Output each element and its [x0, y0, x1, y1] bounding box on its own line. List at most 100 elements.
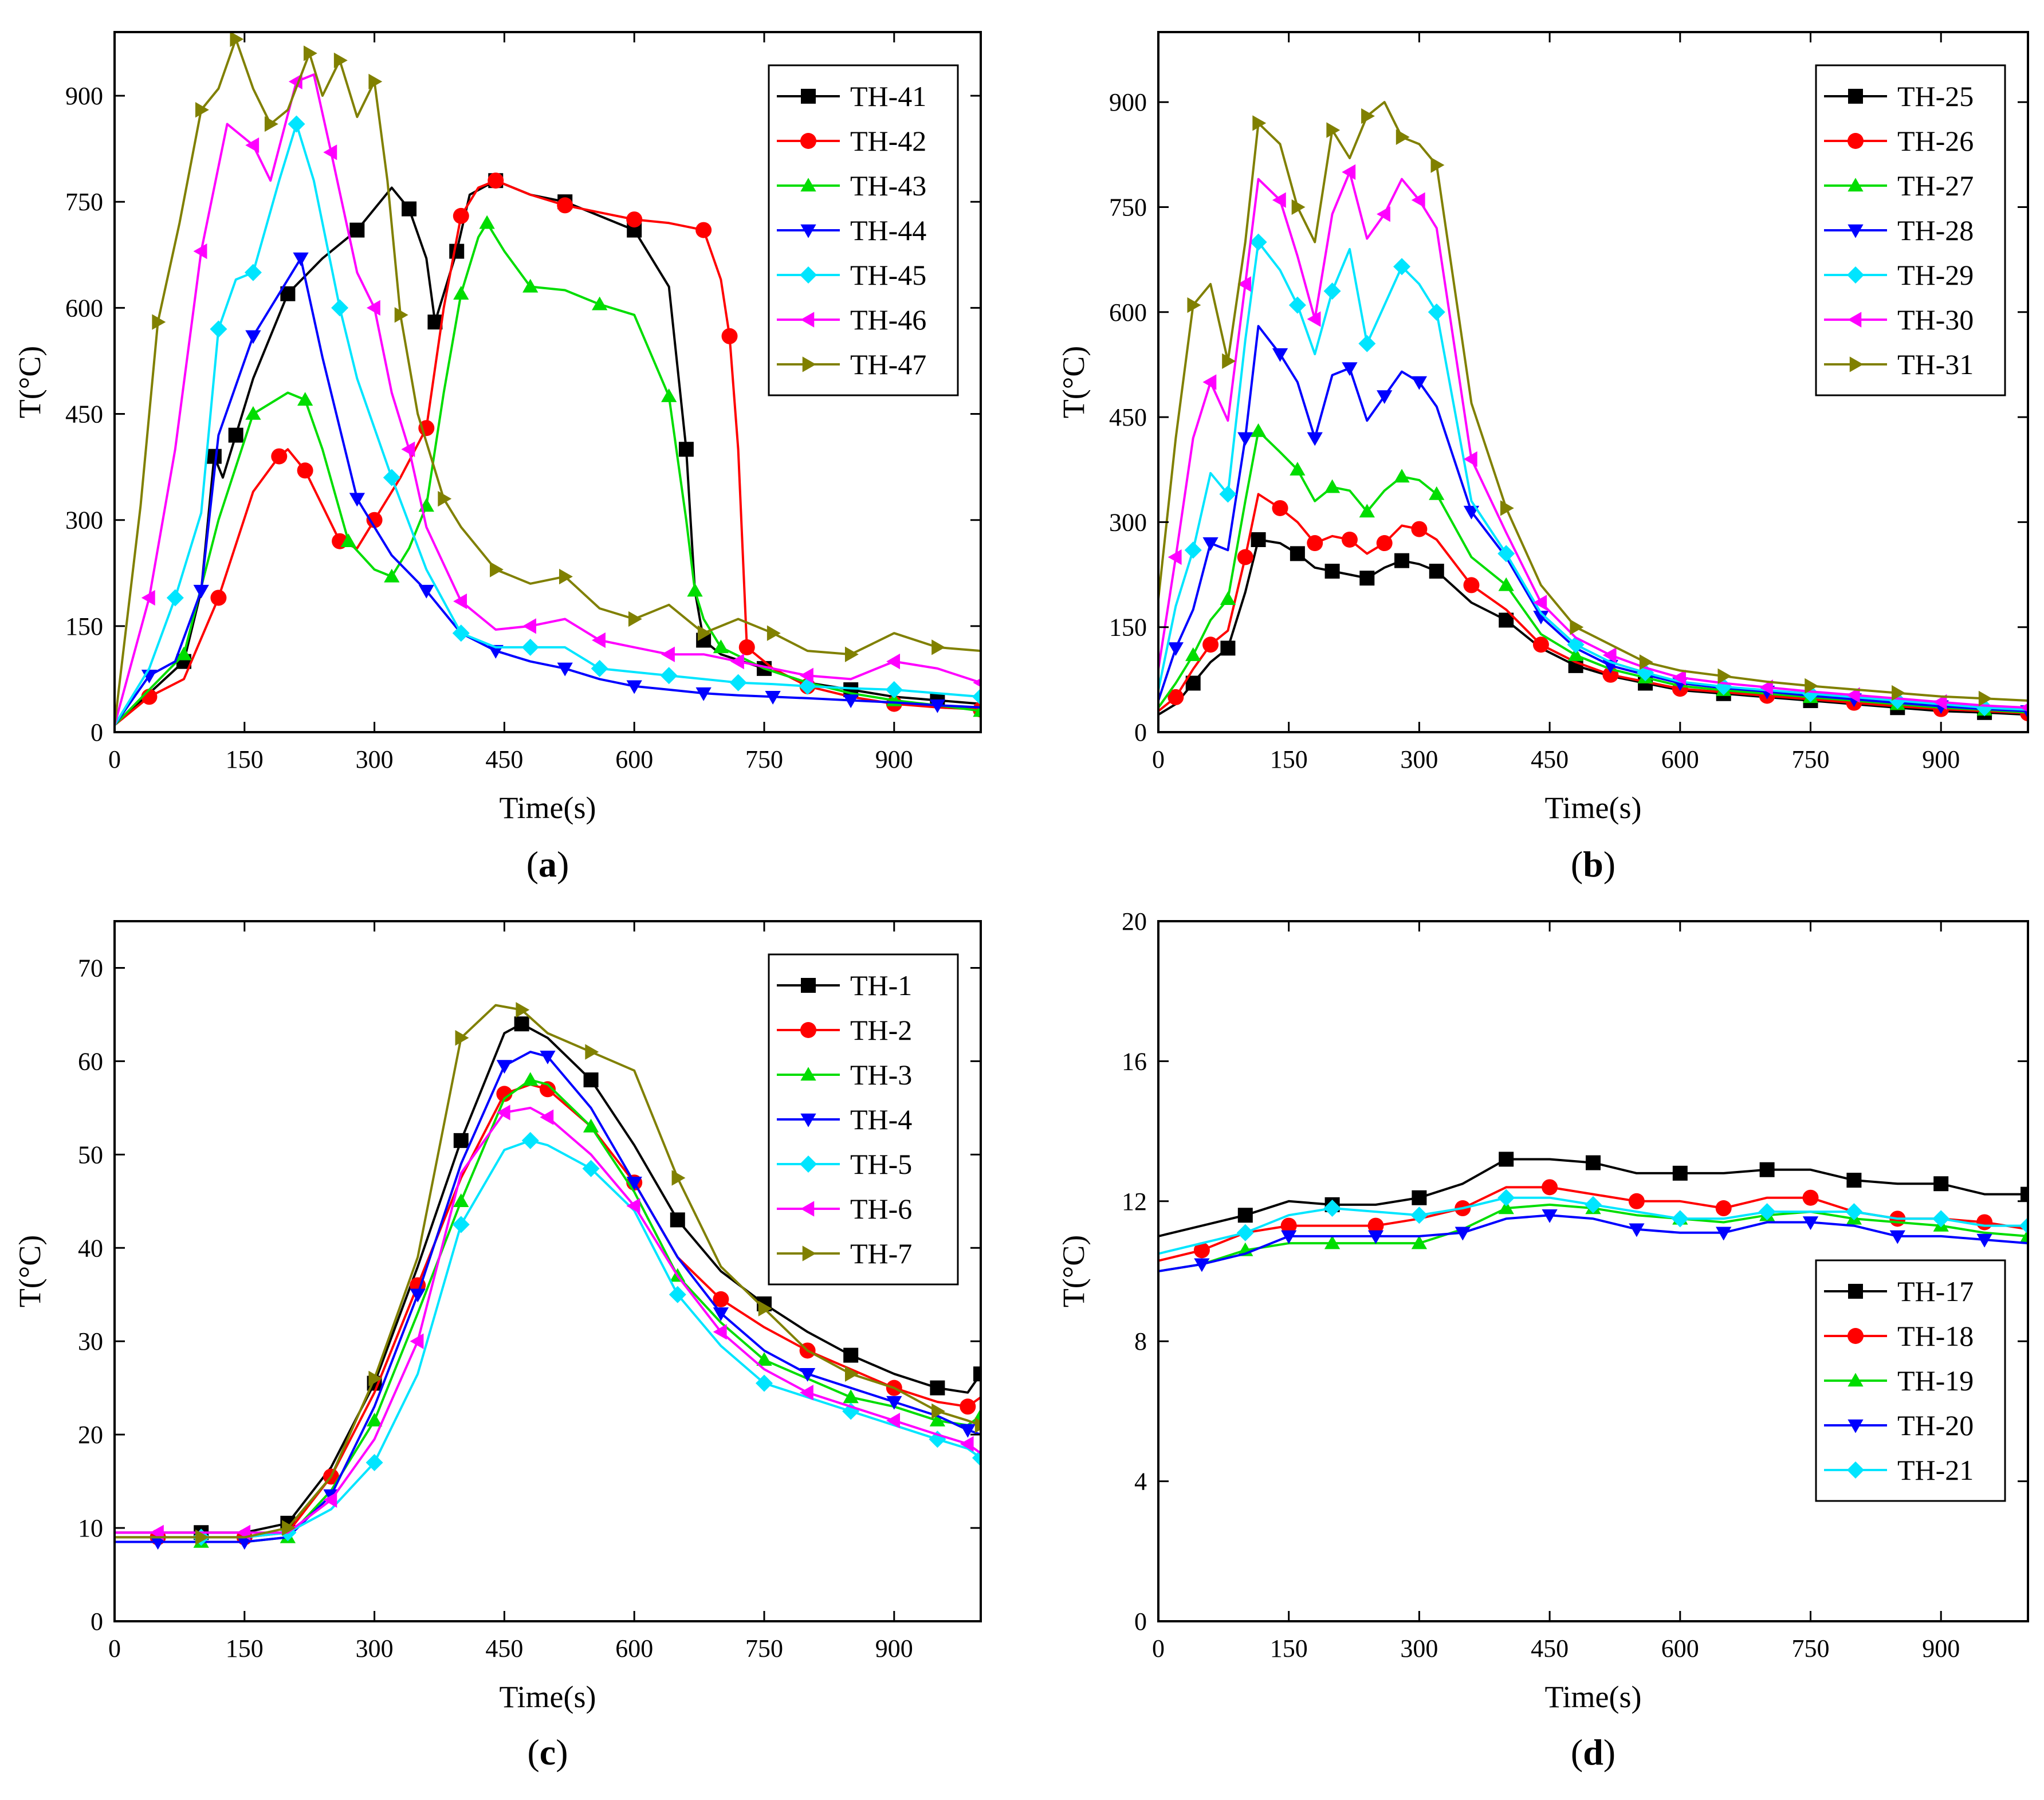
- data-point: [1222, 353, 1236, 369]
- data-point: [1290, 546, 1305, 561]
- x-tick-label: 450: [1531, 745, 1569, 773]
- legend-label: TH-45: [850, 259, 926, 291]
- data-point: [1290, 462, 1306, 475]
- legend-label: TH-3: [850, 1059, 912, 1091]
- data-point: [1219, 485, 1237, 503]
- data-point: [671, 1170, 686, 1186]
- legend-label: TH-2: [850, 1014, 912, 1046]
- data-point: [626, 1198, 640, 1214]
- data-point: [1326, 122, 1341, 138]
- panel-label: (b): [1571, 844, 1615, 885]
- x-tick-label: 300: [1400, 745, 1438, 773]
- data-point: [1568, 658, 1583, 673]
- legend: TH-25 TH-26 TH-27 TH-28 TH-29 TH-30 TH-31: [1815, 64, 2006, 396]
- data-point: [1671, 1210, 1689, 1228]
- chart-panel-b: 0 150 300 450 600 750 900 0 150 300 450 600 750 900 Ti…: [1056, 31, 2029, 885]
- data-point: [585, 1044, 599, 1060]
- x-tick-label: 300: [356, 1634, 394, 1663]
- data-point: [670, 1212, 685, 1228]
- data-point: [1184, 541, 1202, 559]
- data-point: [166, 589, 184, 607]
- data-point: [297, 462, 313, 479]
- y-tick-label: 12: [1122, 1188, 1147, 1216]
- x-tick-label: 300: [1400, 1634, 1438, 1663]
- data-point: [661, 646, 675, 662]
- data-point: [383, 469, 400, 486]
- y-tick-label: 16: [1122, 1047, 1147, 1075]
- y-tick-label: 600: [1109, 298, 1147, 327]
- series-th-47: [115, 32, 981, 725]
- legend-item: TH-26: [1824, 125, 1974, 157]
- data-point: [799, 667, 813, 683]
- data-point: [886, 1396, 902, 1410]
- legend-item: TH-42: [777, 125, 926, 157]
- data-point: [843, 694, 859, 709]
- series-line: [115, 1023, 981, 1534]
- legend-swatch-marker: [801, 89, 816, 104]
- legend-label: TH-4: [850, 1103, 912, 1135]
- series-th-30: [1158, 164, 2028, 713]
- data-point: [522, 1072, 538, 1086]
- data-point: [1202, 537, 1218, 551]
- legend-swatch-marker: [1846, 1461, 1865, 1479]
- data-point: [1463, 577, 1480, 594]
- legend-swatch-marker: [800, 178, 816, 192]
- y-tick-label: 20: [78, 1421, 103, 1449]
- data-point: [323, 144, 337, 160]
- x-tick-label: 450: [485, 745, 523, 773]
- data-point: [1933, 694, 1947, 710]
- x-tick-label: 0: [1152, 1634, 1165, 1663]
- legend-label: TH-18: [1897, 1320, 1974, 1352]
- data-point: [1802, 1216, 1819, 1231]
- data-point: [1758, 1203, 1776, 1221]
- legend-swatch-marker: [800, 1201, 815, 1217]
- x-tick-label: 0: [108, 1634, 121, 1663]
- data-point: [540, 1051, 556, 1064]
- data-point: [886, 653, 901, 670]
- series-th-21: [1158, 1189, 2028, 1255]
- data-point: [293, 252, 309, 266]
- data-point: [931, 639, 946, 655]
- data-point: [1429, 486, 1445, 500]
- data-point: [521, 1131, 539, 1149]
- legend-item: TH-30: [1824, 304, 1974, 336]
- data-point: [522, 278, 538, 293]
- data-point: [557, 662, 573, 677]
- data-point: [974, 1417, 981, 1433]
- data-point: [340, 533, 356, 547]
- series-line: [1158, 101, 2028, 702]
- data-point: [1251, 532, 1266, 547]
- data-point: [1533, 595, 1547, 611]
- data-point: [1430, 157, 1445, 173]
- panel-label-open: (: [1571, 1732, 1583, 1773]
- data-point: [453, 593, 467, 610]
- data-point: [210, 320, 227, 338]
- chart-panel-a: 0 150 300 450 600 750 900 0 150 300 450 600 750 900 Ti…: [13, 31, 982, 885]
- chart-panel-c: 0 150 300 450 600 750 900 0 10 20 30 40 50 60 70 Time(s…: [13, 920, 982, 1773]
- data-point: [1272, 192, 1286, 208]
- data-point: [280, 286, 296, 301]
- panel-label-letter: a: [538, 844, 557, 885]
- y-tick-label: 0: [91, 1608, 103, 1636]
- data-point: [1393, 258, 1411, 276]
- data-point: [490, 561, 504, 577]
- x-tick-label: 450: [485, 1634, 523, 1663]
- data-point: [331, 299, 349, 317]
- y-tick-label: 4: [1134, 1468, 1147, 1496]
- data-point: [721, 328, 738, 344]
- data-point: [384, 568, 400, 583]
- data-point: [427, 315, 443, 330]
- data-point: [141, 589, 155, 606]
- data-point: [1602, 647, 1617, 663]
- y-tick-label: 900: [1109, 88, 1147, 116]
- data-point: [1672, 670, 1687, 686]
- data-point: [1237, 1208, 1253, 1223]
- data-point: [228, 427, 243, 443]
- series-line: [115, 1139, 981, 1539]
- data-point: [755, 1374, 773, 1392]
- data-point: [678, 442, 694, 457]
- data-point: [1805, 678, 1819, 694]
- legend-item: TH-21: [1824, 1454, 1974, 1486]
- legend-label: TH-31: [1897, 348, 1974, 380]
- data-point: [1932, 1210, 1950, 1228]
